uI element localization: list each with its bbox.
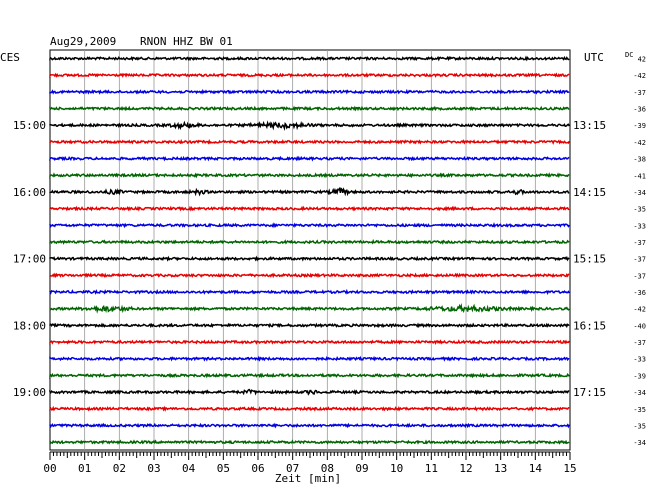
x-tick-label: 00 <box>43 462 56 475</box>
trace-row-16 <box>49 322 570 329</box>
dc-value-label: -37 <box>633 89 646 97</box>
trace-row-8 <box>49 186 570 197</box>
dc-value-label: -34 <box>633 439 646 447</box>
dc-value-label: -36 <box>633 289 646 297</box>
trace-row-19 <box>49 372 570 380</box>
dc-value-label: -33 <box>633 222 646 230</box>
x-tick-label: 11 <box>425 462 438 475</box>
right-hour-label: 16:15 <box>573 319 606 332</box>
dc-value-label: -37 <box>633 272 646 280</box>
trace-row-6 <box>49 155 570 162</box>
trace-row-9 <box>49 205 570 212</box>
dc-value-label: -42 <box>633 72 646 80</box>
dc-value-label: -37 <box>633 339 646 347</box>
trace-row-0 <box>49 55 570 62</box>
x-tick-label: 01 <box>78 462 91 475</box>
right-hour-label: 15:15 <box>573 253 606 266</box>
x-tick-label: 14 <box>529 462 543 475</box>
dc-value-label: -36 <box>633 106 646 114</box>
x-tick-label: 03 <box>147 462 160 475</box>
traces <box>49 55 570 445</box>
right-timezone: UTC <box>584 51 604 64</box>
right-hour-label: 17:15 <box>573 386 606 399</box>
dc-value-label: 42 <box>638 56 646 64</box>
left-hour-label: 18:00 <box>13 319 46 332</box>
dc-value-label: -35 <box>633 422 646 430</box>
right-hour-label: 14:15 <box>573 186 606 199</box>
trace-row-14 <box>49 288 570 296</box>
trace-row-18 <box>49 355 570 362</box>
trace-row-10 <box>49 222 570 229</box>
dc-value-label: -33 <box>633 356 646 364</box>
dc-value-label: -39 <box>633 122 646 130</box>
x-tick-label: 13 <box>494 462 507 475</box>
trace-row-17 <box>49 339 570 346</box>
trace-row-4 <box>49 120 570 131</box>
left-hour-label: 17:00 <box>13 253 46 266</box>
left-timezone: CES <box>0 51 20 64</box>
x-tick-label: 05 <box>217 462 230 475</box>
grid <box>49 49 571 451</box>
x-tick-label: 10 <box>390 462 403 475</box>
x-tick-label: 02 <box>113 462 126 475</box>
plot-frame <box>49 49 571 451</box>
dc-value-label: -41 <box>633 172 646 180</box>
trace-row-12 <box>49 255 570 262</box>
trace-row-11 <box>49 238 570 245</box>
x-tick-label: 15 <box>563 462 576 475</box>
chart-date: Aug29,2009 <box>50 35 116 48</box>
dc-value-label: -35 <box>633 206 646 214</box>
dc-value-label: -37 <box>633 256 646 264</box>
trace-row-15 <box>49 302 570 314</box>
trace-row-5 <box>49 138 570 145</box>
x-tick-label: 12 <box>459 462 472 475</box>
x-tick-label: 04 <box>182 462 196 475</box>
x-tick-label: 08 <box>321 462 334 475</box>
dc-value-label: -42 <box>633 139 646 147</box>
x-tick-label: 09 <box>355 462 368 475</box>
dc-value-label: -42 <box>633 306 646 314</box>
x-axis-title: Zeit [min] <box>275 472 341 485</box>
dc-value-label: -39 <box>633 372 646 380</box>
dc-value-label: -34 <box>633 389 646 397</box>
x-tick-label: 07 <box>286 462 299 475</box>
dc-value-label: -35 <box>633 406 646 414</box>
trace-row-1 <box>49 72 570 79</box>
labels: Aug29,2009 RNON HHZ BW 01 CES UTC DC Zei… <box>0 35 646 485</box>
left-hour-label: 16:00 <box>13 186 46 199</box>
trace-row-13 <box>49 272 570 279</box>
dc-value-label: -38 <box>633 156 646 164</box>
trace-row-23 <box>49 439 570 445</box>
left-hour-label: 19:00 <box>13 386 46 399</box>
trace-row-3 <box>49 105 570 112</box>
trace-row-21 <box>49 405 570 412</box>
x-axis: 00 01 02 03 04 05 06 07 08 09 10 11 12 13 14 15 <box>43 451 577 475</box>
x-tick-label: 06 <box>251 462 264 475</box>
right-hour-label: 13:15 <box>573 119 606 132</box>
dc-value-label: -40 <box>633 322 646 330</box>
left-hour-label: 15:00 <box>13 119 46 132</box>
trace-row-22 <box>49 422 570 429</box>
dc-header: DC <box>625 51 633 59</box>
trace-row-7 <box>49 172 570 179</box>
trace-row-2 <box>49 88 570 95</box>
trace-row-20 <box>49 388 570 396</box>
dc-value-label: -37 <box>633 239 646 247</box>
dc-value-label: -34 <box>633 189 646 197</box>
chart-station: RNON HHZ BW 01 <box>140 35 233 48</box>
